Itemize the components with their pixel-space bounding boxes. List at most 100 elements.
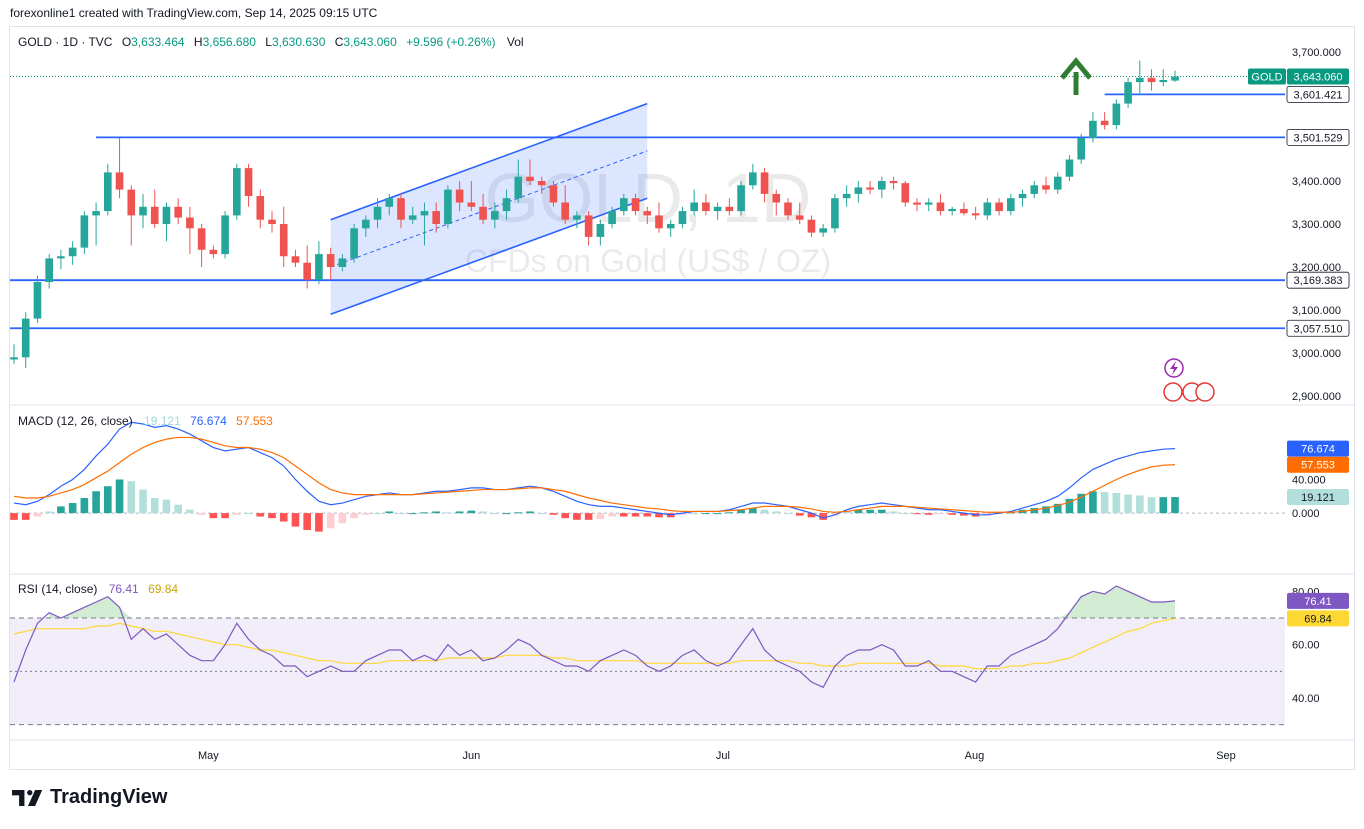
macd-histogram-bar[interactable] xyxy=(420,512,429,514)
candle[interactable] xyxy=(244,168,253,197)
candle[interactable] xyxy=(1124,82,1132,104)
candle[interactable] xyxy=(549,185,558,203)
macd-histogram-bar[interactable] xyxy=(631,513,640,517)
candle[interactable] xyxy=(68,247,77,257)
macd-histogram-bar[interactable] xyxy=(115,479,124,514)
price-pane[interactable] xyxy=(10,60,1285,369)
candle[interactable] xyxy=(924,202,933,205)
macd-histogram-bar[interactable] xyxy=(854,509,863,514)
candle[interactable] xyxy=(479,206,487,220)
channel-lower-line[interactable] xyxy=(330,197,648,316)
macd-histogram-bar[interactable] xyxy=(913,513,921,515)
macd-histogram-bar[interactable] xyxy=(139,489,147,514)
price-axis[interactable]: 3,700.0003,600.0003,500.0003,400.0003,30… xyxy=(1248,47,1350,403)
candle[interactable] xyxy=(960,208,968,214)
macd-histogram-bar[interactable] xyxy=(1089,491,1097,514)
macd-histogram-bar[interactable] xyxy=(608,513,616,517)
candle[interactable] xyxy=(420,211,429,216)
candle[interactable] xyxy=(854,187,863,194)
event-icons[interactable] xyxy=(1163,358,1215,402)
us-flag-icon[interactable] xyxy=(1195,382,1215,402)
macd-histogram-bar[interactable] xyxy=(397,513,405,515)
candle[interactable] xyxy=(995,202,1003,212)
macd-histogram-bar[interactable] xyxy=(795,513,804,516)
candle[interactable] xyxy=(596,224,605,237)
candle[interactable] xyxy=(1147,77,1156,83)
candle[interactable] xyxy=(784,202,792,216)
macd-histogram-bar[interactable] xyxy=(901,513,910,515)
macd-histogram-bar[interactable] xyxy=(1077,493,1085,514)
candle[interactable] xyxy=(608,211,616,224)
candle[interactable] xyxy=(901,183,910,203)
macd-histogram-bar[interactable] xyxy=(10,513,18,520)
candle[interactable] xyxy=(303,262,311,280)
rsi-ma-line[interactable] xyxy=(13,617,1176,670)
macd-histogram-bar[interactable] xyxy=(866,509,874,514)
candle[interactable] xyxy=(338,258,347,267)
candle[interactable] xyxy=(1007,198,1015,212)
macd-histogram-bar[interactable] xyxy=(819,513,827,520)
candle[interactable] xyxy=(268,219,276,224)
macd-histogram-bar[interactable] xyxy=(408,513,417,515)
candle[interactable] xyxy=(408,215,417,220)
macd-histogram-bar[interactable] xyxy=(1053,503,1062,514)
candle[interactable] xyxy=(983,202,992,216)
candle[interactable] xyxy=(1065,159,1074,177)
macd-histogram-bar[interactable] xyxy=(1112,492,1121,514)
candle[interactable] xyxy=(936,202,945,212)
candle[interactable] xyxy=(749,172,757,186)
macd-histogram-bar[interactable] xyxy=(491,513,499,515)
candle[interactable] xyxy=(197,228,206,250)
macd-histogram-bar[interactable] xyxy=(561,513,569,519)
macd-histogram-bar[interactable] xyxy=(467,510,476,514)
macd-histogram-bar[interactable] xyxy=(127,481,136,514)
candle[interactable] xyxy=(631,198,640,212)
candle[interactable] xyxy=(127,189,136,216)
macd-histogram-bar[interactable] xyxy=(1042,506,1050,514)
candle[interactable] xyxy=(643,211,652,216)
macd-pane[interactable] xyxy=(10,421,1285,532)
macd-histogram-bar[interactable] xyxy=(80,497,89,514)
rsi-pane[interactable] xyxy=(10,585,1285,726)
macd-histogram-bar[interactable] xyxy=(702,513,710,515)
candle[interactable] xyxy=(139,206,147,216)
candle[interactable] xyxy=(760,172,769,194)
macd-histogram-bar[interactable] xyxy=(948,513,956,515)
macd-histogram-bar[interactable] xyxy=(479,511,487,514)
candle[interactable] xyxy=(397,198,405,220)
candle[interactable] xyxy=(1159,79,1168,83)
macd-histogram-bar[interactable] xyxy=(221,513,229,519)
candle[interactable] xyxy=(1089,120,1097,138)
candle[interactable] xyxy=(584,215,593,237)
macd-histogram-bar[interactable] xyxy=(1100,492,1109,514)
candle[interactable] xyxy=(514,176,523,199)
us-flag-icon[interactable] xyxy=(1163,382,1183,402)
candle[interactable] xyxy=(913,202,921,205)
macd-histogram-bar[interactable] xyxy=(21,513,30,520)
candle[interactable] xyxy=(702,202,710,212)
candle[interactable] xyxy=(725,206,734,212)
macd-histogram-bar[interactable] xyxy=(1124,494,1132,514)
candle[interactable] xyxy=(455,189,464,203)
macd-histogram-bar[interactable] xyxy=(760,509,769,514)
candle[interactable] xyxy=(256,196,265,220)
macd-signal-line[interactable] xyxy=(13,436,1176,513)
macd-line[interactable] xyxy=(13,421,1176,519)
candle[interactable] xyxy=(878,181,886,190)
macd-histogram-bar[interactable] xyxy=(1159,497,1168,514)
candle[interactable] xyxy=(57,256,65,259)
candle[interactable] xyxy=(385,198,394,207)
candle[interactable] xyxy=(21,318,30,358)
candle[interactable] xyxy=(1053,176,1062,190)
macd-histogram-bar[interactable] xyxy=(315,513,323,532)
macd-histogram-bar[interactable] xyxy=(209,513,218,519)
macd-histogram-bar[interactable] xyxy=(596,513,605,520)
macd-histogram-bar[interactable] xyxy=(256,513,265,517)
candle[interactable] xyxy=(502,198,511,212)
macd-histogram-bar[interactable] xyxy=(174,504,182,514)
macd-histogram-bar[interactable] xyxy=(244,513,253,515)
rsi-line[interactable] xyxy=(13,585,1176,689)
macd-histogram-bar[interactable] xyxy=(537,513,546,515)
macd-histogram-bar[interactable] xyxy=(68,503,77,514)
